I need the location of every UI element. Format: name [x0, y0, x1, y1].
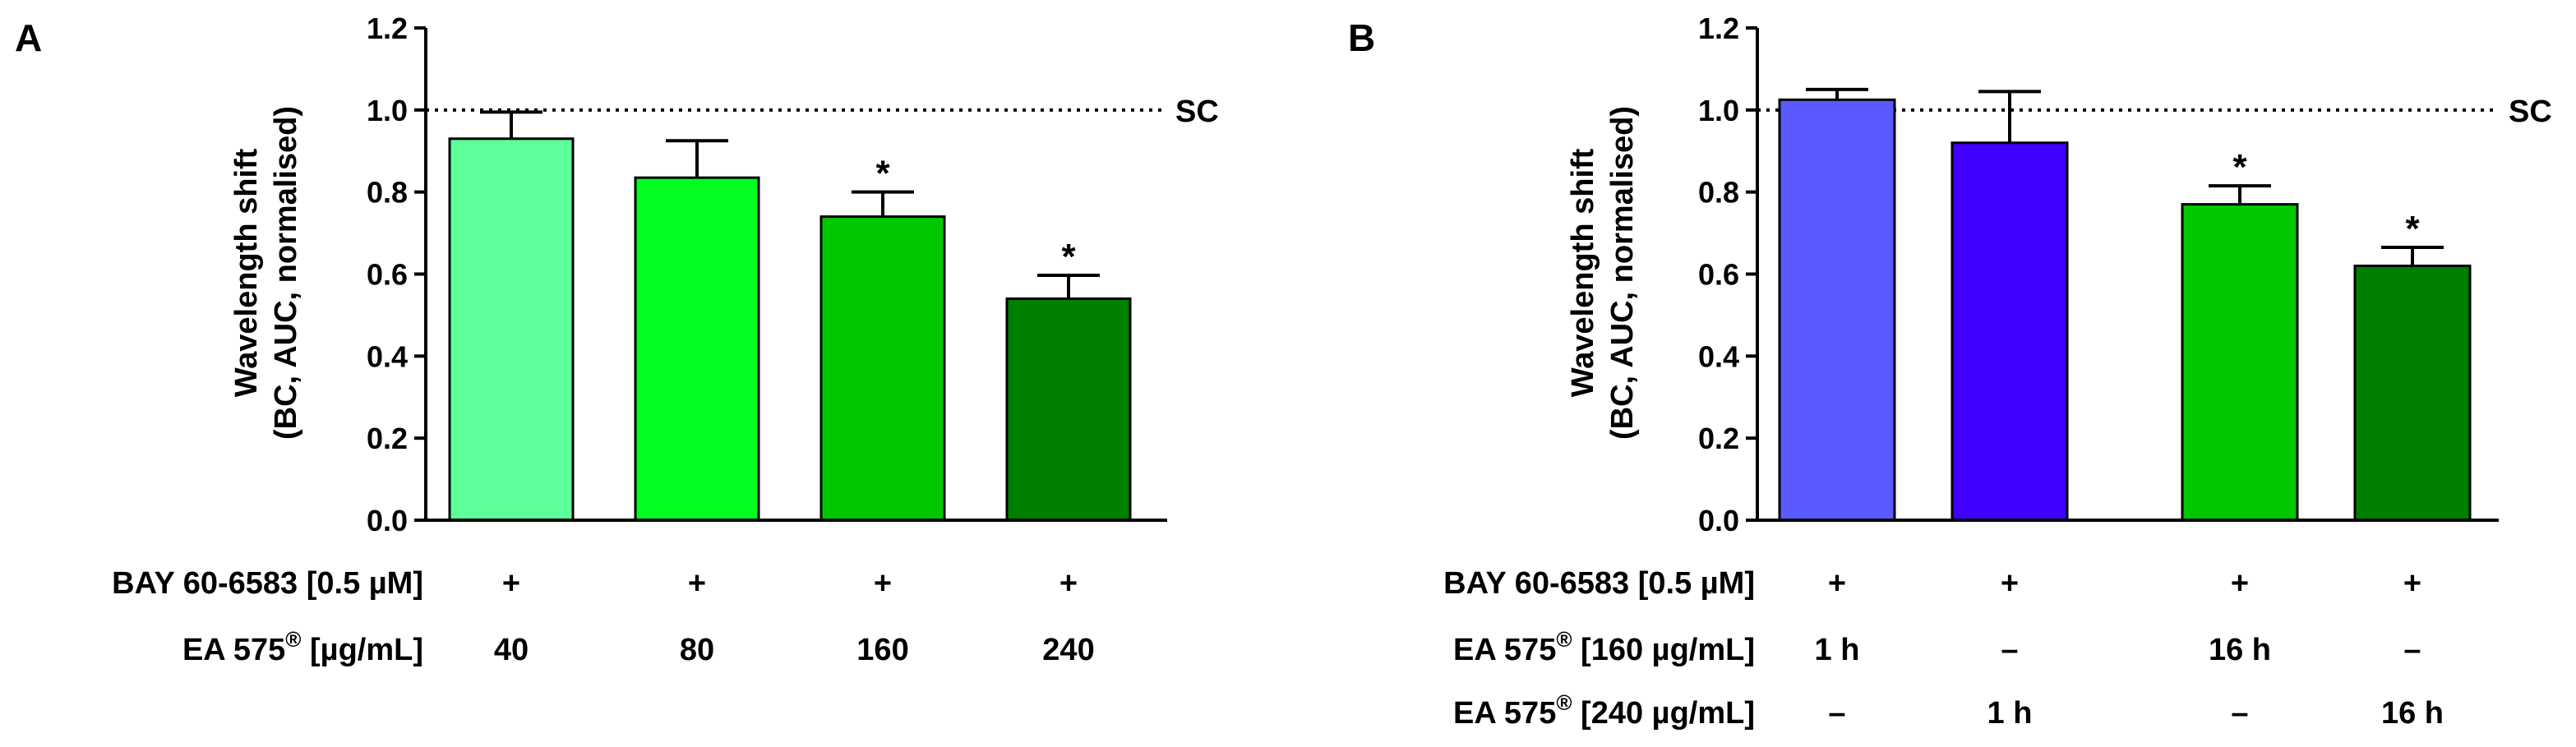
condition-label-unit: [160 µg/mL]	[1572, 633, 1756, 667]
significance-asterisk: *	[1061, 237, 1076, 277]
reference-line: SC	[426, 95, 1219, 129]
condition-label: EA 575® [160 µg/mL]	[1453, 627, 1755, 667]
y-tick-label: 0.2	[1698, 422, 1739, 455]
y-axis-ticks: 0.0 0.2 0.4 0.6 0.8 1.0 1.2	[1698, 12, 1757, 537]
y-tick-label: 0.8	[367, 176, 408, 210]
condition-label: BAY 60-6583 [0.5 µM]	[1443, 566, 1755, 601]
condition-value: +	[2231, 566, 2249, 601]
condition-label-name: EA 575	[1453, 633, 1556, 667]
bar	[2353, 265, 2472, 522]
bar	[2181, 203, 2299, 522]
registered-mark: ®	[285, 627, 301, 652]
condition-value: 16 h	[2381, 696, 2444, 731]
condition-value: –	[2001, 633, 2018, 667]
error-bars	[480, 110, 1100, 299]
y-tick-label: 0.0	[367, 504, 408, 537]
condition-value: 40	[494, 633, 529, 667]
condition-value: 1 h	[1987, 696, 2033, 731]
condition-value: +	[874, 566, 892, 601]
registered-mark: ®	[1556, 690, 1572, 715]
bar	[448, 137, 575, 522]
y-tick-label: 1.0	[1698, 94, 1739, 127]
condition-value: +	[502, 566, 520, 601]
condition-value: 80	[680, 633, 714, 667]
condition-value: –	[2403, 633, 2421, 667]
bar	[1778, 98, 1896, 522]
error-bars	[1806, 87, 2444, 266]
significance-asterisk: *	[2232, 147, 2247, 187]
condition-value: +	[1828, 566, 1846, 601]
reference-line-label: SC	[1175, 95, 1219, 129]
condition-value: 160	[856, 633, 908, 667]
panel-b: B Wavelength shift (BC, AUC, normalised)…	[1348, 12, 2552, 731]
axes	[1746, 28, 2499, 522]
y-tick-label: 1.0	[367, 94, 408, 127]
condition-value: –	[1828, 696, 1845, 731]
y-tick-label: 0.8	[1698, 176, 1739, 210]
y-tick-label: 0.4	[367, 339, 408, 373]
y-tick-label: 1.2	[367, 12, 408, 45]
y-tick-label: 0.2	[367, 422, 408, 455]
y-tick-label: 0.6	[367, 258, 408, 292]
reference-line-label: SC	[2509, 95, 2552, 129]
y-axis-title-line2: (BC, AUC, normalised)	[269, 106, 303, 440]
axes	[414, 28, 1167, 522]
y-tick-label: 0.0	[1698, 504, 1739, 537]
condition-label: EA 575® [240 µg/mL]	[1453, 690, 1755, 731]
y-tick-label: 1.2	[1698, 12, 1739, 45]
condition-value: +	[688, 566, 706, 601]
condition-value: 1 h	[1815, 633, 1860, 667]
condition-label: EA 575® [µg/mL]	[182, 627, 423, 667]
condition-label-name: EA 575	[182, 633, 285, 667]
condition-value: +	[2403, 566, 2421, 601]
registered-mark: ®	[1556, 627, 1572, 652]
condition-label-name: EA 575	[1453, 696, 1556, 731]
bar	[1950, 141, 2069, 522]
bar-series	[448, 137, 1132, 522]
panel-a: A Wavelength shift (BC, AUC, normalised)…	[15, 12, 1219, 667]
panel-label: A	[15, 16, 42, 59]
panel-label: B	[1348, 16, 1375, 59]
bar	[634, 176, 760, 522]
y-axis-title-line1: Wavelength shift	[1566, 148, 1600, 397]
y-axis-title: Wavelength shift (BC, AUC, normalised)	[229, 106, 303, 440]
significance-markers: **	[2232, 147, 2420, 249]
condition-value: 240	[1042, 633, 1094, 667]
significance-asterisk: *	[875, 154, 890, 194]
y-axis-title-line1: Wavelength shift	[229, 148, 264, 397]
y-axis-title-line2: (BC, AUC, normalised)	[1605, 106, 1640, 440]
y-tick-label: 0.6	[1698, 258, 1739, 292]
y-axis-title: Wavelength shift (BC, AUC, normalised)	[1566, 106, 1640, 440]
bar	[819, 215, 946, 522]
reference-line: SC	[1757, 95, 2552, 129]
bar	[1005, 297, 1132, 522]
condition-label-unit: [µg/mL]	[301, 633, 423, 667]
y-tick-label: 0.4	[1698, 339, 1739, 373]
significance-asterisk: *	[2405, 209, 2420, 249]
condition-label: BAY 60-6583 [0.5 µM]	[112, 566, 423, 601]
bar-series	[1778, 98, 2472, 522]
significance-markers: **	[875, 154, 1076, 277]
condition-value: 16 h	[2209, 633, 2271, 667]
condition-table: BAY 60-6583 [0.5 µM] EA 575® [160 µg/mL]…	[1443, 566, 2444, 731]
y-axis-ticks: 0.0 0.2 0.4 0.6 0.8 1.0 1.2	[367, 12, 426, 537]
condition-table: BAY 60-6583 [0.5 µM] EA 575® [µg/mL] + + +…	[112, 566, 1095, 667]
condition-value: +	[2001, 566, 2019, 601]
condition-value: –	[2231, 696, 2248, 731]
condition-label-unit: [240 µg/mL]	[1572, 696, 1756, 731]
condition-value: +	[1059, 566, 1078, 601]
